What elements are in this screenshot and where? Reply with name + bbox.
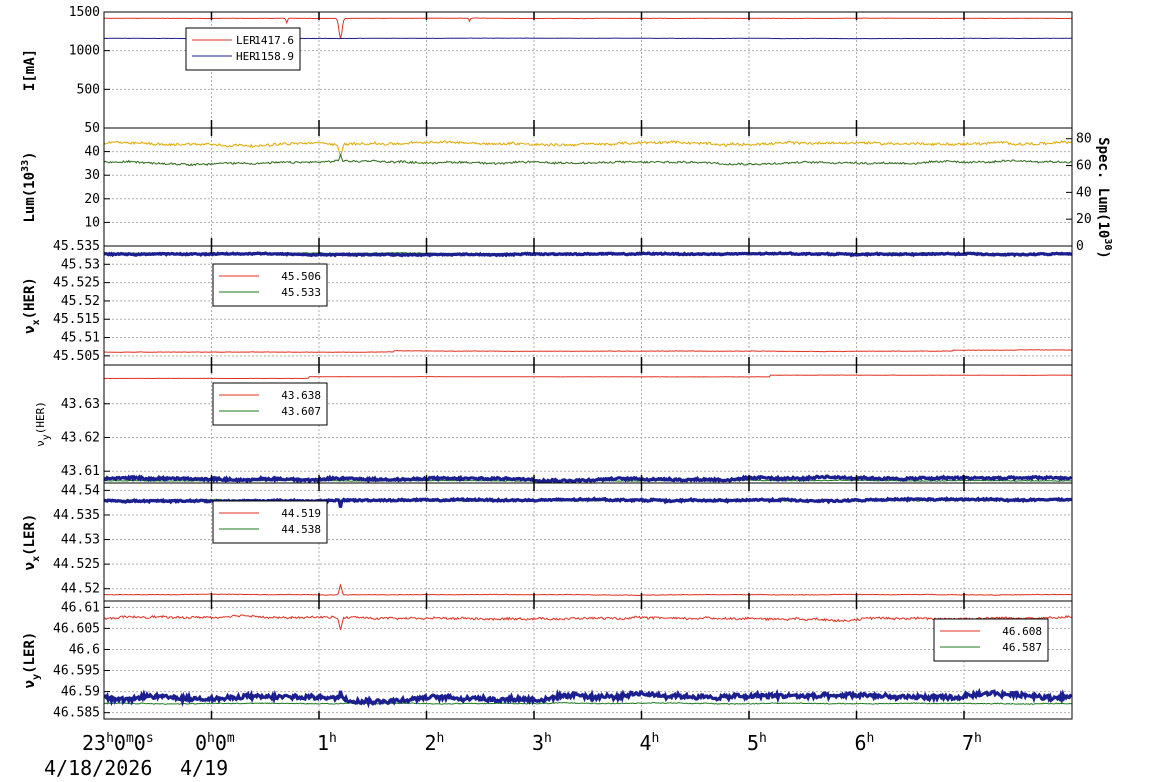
x-tick-label: 6h: [855, 731, 875, 755]
series-line-2: [104, 250, 1072, 258]
legend: 44.519 44.538: [212, 500, 328, 544]
legend-value: 1158.9: [254, 50, 294, 63]
legend-value: 44.519: [281, 507, 321, 520]
y-tick-label: 43.61: [61, 464, 100, 479]
x-tick-label: 5h: [747, 731, 767, 755]
x-tick-label: 3h: [532, 731, 552, 755]
y-tick-label: 46.59: [61, 685, 100, 700]
y-tick-label: 40: [84, 145, 100, 160]
legend-box: [933, 618, 1049, 662]
x-tick-label: 4h: [640, 731, 660, 755]
y-tick-label: 46.6: [69, 642, 100, 657]
x-tick-label: 1h: [317, 731, 337, 755]
y-axis-label: νx(LER): [22, 514, 42, 571]
legend: 46.608 46.587: [933, 618, 1049, 662]
legend-value: 44.538: [281, 523, 321, 536]
y-tick-label: 44.525: [53, 557, 100, 572]
series-group: [104, 614, 1072, 709]
date-right: 4/19: [180, 756, 228, 780]
y-tick-label: 20: [84, 192, 100, 207]
x-tick-label: 2h: [425, 731, 445, 755]
series-line-0: [104, 614, 1072, 630]
x-tick-label: 7h: [962, 731, 982, 755]
y-axis-label: νy(HER): [34, 401, 52, 447]
series-line-0: [104, 374, 1072, 380]
legend-value: 46.587: [1002, 641, 1042, 654]
y-axis-label: νx(HER): [22, 277, 42, 334]
legend-box: [212, 382, 328, 426]
y-axis-label: I[mA]: [22, 49, 38, 91]
legend-name: LER: [236, 34, 256, 47]
y-tick-label: 44.535: [53, 508, 100, 523]
legend-value: 45.533: [281, 286, 321, 299]
legend-box: [212, 263, 328, 307]
y-tick-label: 43.62: [61, 430, 100, 445]
y2-axis-label: Spec. Lum(1030): [1095, 137, 1113, 259]
series-line-2: [104, 474, 1072, 483]
legend-value: 46.608: [1002, 625, 1042, 638]
series-line-0: [104, 139, 1072, 158]
series-group: [104, 139, 1072, 167]
legend-box: [185, 27, 301, 71]
y-tick-label: 1000: [69, 44, 100, 59]
y-tick-label: 500: [77, 82, 100, 97]
legend: 45.506 45.533: [212, 263, 328, 307]
y-tick-label: 45.535: [53, 239, 100, 254]
y2-tick-label: 20: [1076, 212, 1092, 227]
panel-3: 43.63 43.62 43.61 νy(HER) 43.638 43.607: [34, 364, 1073, 484]
series-line-0: [104, 17, 1072, 39]
y2-tick-label: 0: [1076, 239, 1084, 254]
y2-tick-label: 40: [1076, 185, 1092, 200]
series-line-1: [104, 153, 1072, 167]
y2-tick-label: 80: [1076, 132, 1092, 147]
y-tick-label: 45.515: [53, 312, 100, 327]
date-left: 4/18/2026: [44, 756, 152, 780]
legend-value: 1417.6: [254, 34, 294, 47]
y-tick-label: 45.52: [61, 294, 100, 309]
panel-4: 44.54 44.535 44.53 44.525 44.52 νx(LER) 44.519…: [22, 482, 1073, 602]
y-tick-label: 45.53: [61, 257, 100, 272]
legend-value: 45.506: [281, 270, 321, 283]
y-tick-label: 44.54: [61, 483, 100, 498]
series-line-0: [104, 583, 1072, 597]
y2-tick-label: 60: [1076, 159, 1092, 174]
panel-1: 50 40 30 20 10 Lum(1033) 80 60 40 20 0 Spec. Lum(10…: [20, 121, 1113, 259]
y-tick-label: 44.52: [61, 582, 100, 597]
y-axis-label: νy(LER): [22, 632, 42, 689]
y-tick-label: 45.525: [53, 276, 100, 291]
x-tick-label: 23h0m0s: [82, 731, 154, 755]
series-line-1: [104, 701, 1072, 705]
y-tick-label: 30: [84, 168, 100, 183]
series-line-2: [104, 687, 1072, 709]
y-tick-label: 46.605: [53, 621, 100, 636]
y-tick-label: 45.51: [61, 331, 100, 346]
panel-5: 46.61 46.605 46.6 46.595 46.59 46.585 νy(LER) 4…: [22, 600, 1073, 721]
legend-name: HER: [236, 50, 256, 63]
series-group: [104, 374, 1072, 483]
x-tick-label: 0h0m: [195, 731, 235, 755]
legend-value: 43.607: [281, 405, 321, 418]
legend: 43.638 43.607: [212, 382, 328, 426]
y-tick-label: 46.595: [53, 664, 100, 679]
legend-box: [212, 500, 328, 544]
series-group: [104, 250, 1072, 353]
legend-value: 43.638: [281, 389, 321, 402]
y-tick-label: 46.61: [61, 600, 100, 615]
y-tick-label: 46.585: [53, 706, 100, 721]
y-tick-label: 45.505: [53, 349, 100, 364]
y-tick-label: 50: [84, 121, 100, 136]
y-tick-label: 43.63: [61, 397, 100, 412]
y-tick-label: 1500: [69, 5, 100, 20]
panel-2: 45.535 45.53 45.525 45.52 45.515 45.51 45.505 ν…: [22, 239, 1073, 366]
y-axis-label: Lum(1033): [20, 151, 38, 222]
panel-frame: [103, 600, 1073, 720]
y-tick-label: 44.53: [61, 533, 100, 548]
series-line-0: [104, 349, 1072, 353]
y-tick-label: 10: [84, 215, 100, 230]
